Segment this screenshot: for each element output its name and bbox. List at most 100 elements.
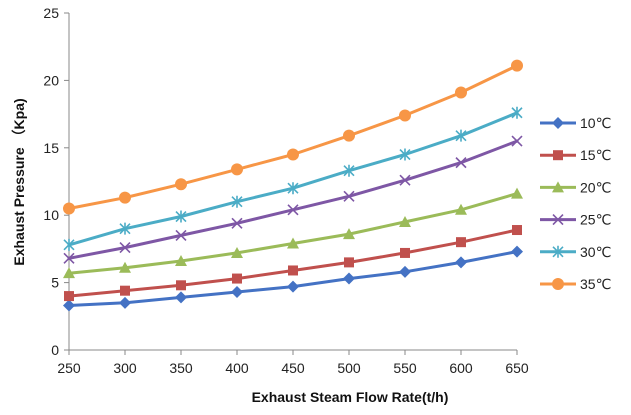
series-line xyxy=(67,192,519,275)
legend-item: 20℃ xyxy=(540,179,611,195)
x-tick-label: 450 xyxy=(281,360,305,376)
data-point xyxy=(63,238,75,251)
legend-label: 25℃ xyxy=(580,212,611,228)
series-group xyxy=(63,106,523,251)
data-point xyxy=(343,164,355,177)
data-point xyxy=(231,163,243,176)
data-point xyxy=(399,215,411,227)
x-tick-label: 600 xyxy=(449,360,473,376)
data-point xyxy=(399,148,411,161)
legend-item: 25℃ xyxy=(540,212,611,228)
data-point xyxy=(511,245,523,258)
data-point xyxy=(119,241,131,254)
data-point xyxy=(64,291,74,302)
data-point xyxy=(455,256,467,269)
y-tick-label: 25 xyxy=(43,5,59,21)
data-point xyxy=(287,148,299,161)
data-point xyxy=(175,255,187,267)
data-point xyxy=(175,229,187,241)
y-tick-label: 5 xyxy=(51,275,59,291)
data-point xyxy=(63,299,75,312)
data-point xyxy=(399,109,411,122)
data-point xyxy=(231,217,243,229)
y-tick-label: 15 xyxy=(43,140,59,156)
legend-label: 30℃ xyxy=(580,244,611,260)
data-point xyxy=(63,252,75,264)
x-tick-label: 650 xyxy=(505,360,529,376)
data-point xyxy=(231,195,243,208)
data-point xyxy=(287,182,299,195)
legend-item: 10℃ xyxy=(540,115,611,131)
data-point xyxy=(119,296,131,309)
series-group xyxy=(63,187,523,279)
axes-layer: 0 5 10 15 20 25 250 300 350 400 450 500 550 600 650 xyxy=(43,5,528,376)
y-tick-label: 10 xyxy=(43,207,59,223)
data-point xyxy=(512,225,522,236)
y-axis-title: Exhaust Pressure （Kpa) xyxy=(11,98,27,265)
data-point xyxy=(175,291,187,304)
series-layer xyxy=(63,59,523,312)
legend-marker xyxy=(552,278,564,290)
data-point xyxy=(511,187,523,199)
data-point xyxy=(288,265,298,276)
data-point xyxy=(120,285,130,296)
data-point xyxy=(119,261,131,273)
data-point xyxy=(232,273,242,284)
series-line xyxy=(67,111,519,247)
data-point xyxy=(455,203,467,215)
data-point xyxy=(175,178,187,191)
data-point xyxy=(231,246,243,258)
data-point xyxy=(455,129,467,142)
data-point xyxy=(455,157,467,169)
legend-item: 15℃ xyxy=(540,147,611,163)
data-point xyxy=(63,267,75,279)
legend-label: 15℃ xyxy=(580,147,611,163)
data-point xyxy=(119,222,131,235)
data-point xyxy=(231,286,243,299)
series-line xyxy=(67,250,519,307)
legend: 10℃ 15℃ 20℃ 25℃ 30℃ 35℃ xyxy=(540,115,611,292)
data-point xyxy=(287,204,299,216)
legend-marker xyxy=(552,117,564,129)
data-point xyxy=(400,247,410,258)
data-point xyxy=(455,86,467,99)
data-point xyxy=(119,191,131,204)
x-axis-title: Exhaust Steam Flow Rate(t/h) xyxy=(252,389,449,405)
data-point xyxy=(287,237,299,249)
data-point xyxy=(399,174,411,186)
data-point xyxy=(511,59,523,72)
series-group xyxy=(64,225,522,302)
legend-label: 20℃ xyxy=(580,179,611,195)
data-point xyxy=(456,237,466,248)
data-point xyxy=(343,190,355,202)
data-point xyxy=(344,257,354,268)
legend-item: 35℃ xyxy=(540,276,611,292)
y-tick-label: 20 xyxy=(43,72,59,88)
x-tick-label: 300 xyxy=(113,360,137,376)
x-tick-label: 250 xyxy=(57,360,81,376)
data-point xyxy=(343,228,355,240)
data-point xyxy=(399,265,411,278)
data-point xyxy=(63,202,75,215)
data-point xyxy=(343,129,355,142)
y-tick-label: 0 xyxy=(51,342,59,358)
legend-label: 35℃ xyxy=(580,276,611,292)
series-group xyxy=(63,245,523,312)
series-group xyxy=(63,135,523,264)
data-point xyxy=(287,280,299,293)
legend-marker xyxy=(552,181,564,193)
data-point xyxy=(511,106,523,119)
data-point xyxy=(511,135,523,147)
legend-marker xyxy=(552,245,564,258)
x-tick-label: 550 xyxy=(393,360,417,376)
data-point xyxy=(176,280,186,291)
data-point xyxy=(175,210,187,223)
x-tick-label: 350 xyxy=(169,360,193,376)
x-tick-label: 500 xyxy=(337,360,361,376)
legend-label: 10℃ xyxy=(580,115,611,131)
x-tick-label: 400 xyxy=(225,360,249,376)
legend-item: 30℃ xyxy=(540,244,611,260)
series-group xyxy=(63,59,523,215)
